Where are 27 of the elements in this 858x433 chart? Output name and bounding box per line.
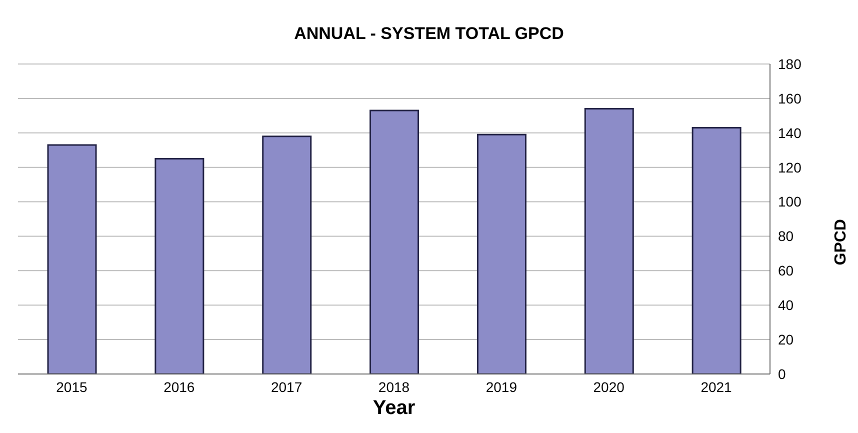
x-tick-label: 2018	[378, 378, 410, 395]
chart-title: ANNUAL - SYSTEM TOTAL GPCD	[293, 23, 565, 45]
bar	[154, 158, 204, 374]
y-tick-label: 0	[778, 366, 786, 382]
y-tick-label: 120	[778, 159, 802, 176]
y-axis-title: GPCD	[832, 219, 850, 266]
y-tick-label: 40	[778, 297, 794, 314]
x-tick-label: 2017	[270, 378, 302, 395]
y-tick-label: 180	[778, 56, 802, 72]
y-tick-label: 160	[778, 90, 802, 106]
y-tick-label: 80	[778, 228, 794, 244]
bar	[262, 136, 312, 374]
x-tick-label: 2020	[593, 378, 625, 395]
bar	[692, 126, 742, 374]
y-tick-label: 20	[778, 332, 794, 348]
bar	[476, 134, 526, 374]
x-tick-label: 2019	[486, 378, 518, 395]
x-axis-title: Year	[372, 397, 416, 419]
x-tick-label: 2016	[164, 378, 195, 395]
x-tick-label: 2015	[56, 378, 88, 395]
y-tick-label: 100	[778, 194, 802, 210]
bar	[47, 144, 97, 374]
x-tick-label: 2021	[700, 378, 732, 395]
bar	[584, 108, 634, 374]
bar	[370, 110, 420, 374]
y-tick-label: 140	[778, 124, 802, 141]
y-tick-label: 60	[778, 262, 794, 279]
